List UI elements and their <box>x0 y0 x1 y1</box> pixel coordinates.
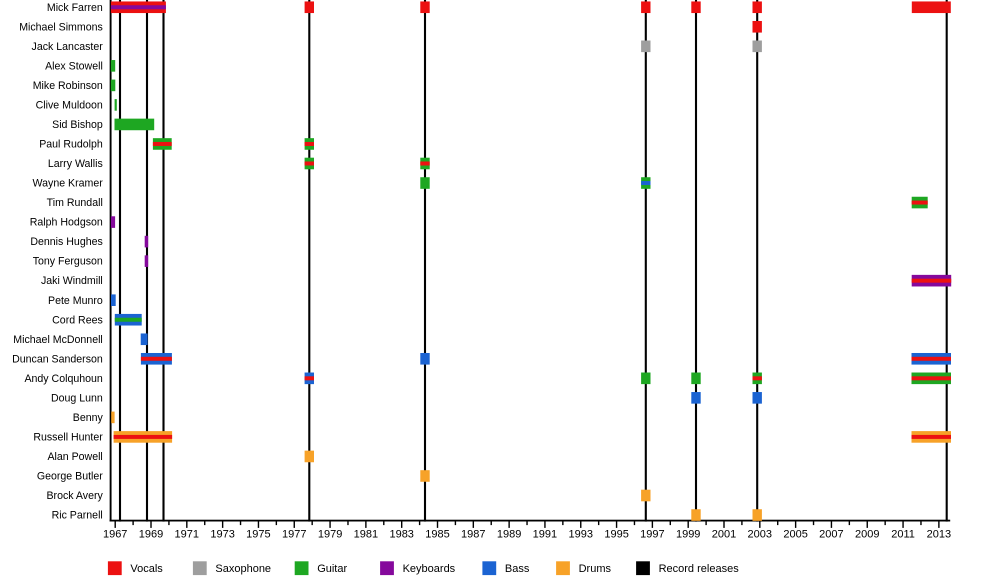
svg-text:Ralph Hodgson: Ralph Hodgson <box>30 217 103 229</box>
svg-text:Record releases: Record releases <box>659 563 740 575</box>
svg-text:1981: 1981 <box>354 529 378 541</box>
svg-text:1979: 1979 <box>318 529 342 541</box>
svg-text:Paul Rudolph: Paul Rudolph <box>39 139 103 151</box>
svg-text:1973: 1973 <box>210 529 234 541</box>
svg-text:1989: 1989 <box>497 529 521 541</box>
svg-text:Tony Ferguson: Tony Ferguson <box>33 256 103 268</box>
svg-text:Alex Stowell: Alex Stowell <box>45 60 103 72</box>
svg-text:Sid Bishop: Sid Bishop <box>52 119 103 131</box>
svg-text:2001: 2001 <box>712 529 736 541</box>
svg-text:Alan Powell: Alan Powell <box>47 451 102 463</box>
svg-text:Ric Parnell: Ric Parnell <box>52 510 103 522</box>
svg-text:2003: 2003 <box>748 529 772 541</box>
svg-text:Michael McDonnell: Michael McDonnell <box>13 334 103 346</box>
svg-text:Dennis Hughes: Dennis Hughes <box>30 236 102 248</box>
svg-text:Brock Avery: Brock Avery <box>46 490 103 502</box>
svg-text:Tim Rundall: Tim Rundall <box>47 197 103 209</box>
svg-text:George Butler: George Butler <box>37 471 103 483</box>
svg-text:Doug Lunn: Doug Lunn <box>51 392 103 404</box>
svg-text:1997: 1997 <box>640 529 664 541</box>
svg-text:1991: 1991 <box>533 529 557 541</box>
svg-text:Mike Robinson: Mike Robinson <box>33 80 103 92</box>
svg-text:Duncan Sanderson: Duncan Sanderson <box>12 353 103 365</box>
svg-text:Andy Colquhoun: Andy Colquhoun <box>24 373 102 385</box>
svg-text:Larry Wallis: Larry Wallis <box>48 158 103 170</box>
svg-text:2009: 2009 <box>855 529 879 541</box>
svg-text:2011: 2011 <box>891 529 915 541</box>
svg-text:1967: 1967 <box>103 529 127 541</box>
svg-text:Saxophone: Saxophone <box>215 563 271 575</box>
svg-text:1999: 1999 <box>676 529 700 541</box>
svg-text:1969: 1969 <box>139 529 163 541</box>
svg-text:Michael Simmons: Michael Simmons <box>19 21 103 33</box>
svg-text:1985: 1985 <box>425 529 449 541</box>
svg-text:1987: 1987 <box>461 529 485 541</box>
svg-text:Wayne Kramer: Wayne Kramer <box>33 178 104 190</box>
svg-text:1993: 1993 <box>569 529 593 541</box>
svg-text:Pete Munro: Pete Munro <box>48 295 103 307</box>
svg-text:Bass: Bass <box>505 563 530 575</box>
svg-text:Jaki Windmill: Jaki Windmill <box>41 275 103 287</box>
svg-text:Benny: Benny <box>73 412 104 424</box>
svg-text:2013: 2013 <box>927 529 951 541</box>
svg-text:Russell Hunter: Russell Hunter <box>33 431 103 443</box>
svg-text:1977: 1977 <box>282 529 306 541</box>
svg-text:2007: 2007 <box>819 529 843 541</box>
svg-text:Clive Muldoon: Clive Muldoon <box>36 99 103 111</box>
svg-text:Vocals: Vocals <box>130 563 163 575</box>
svg-text:1975: 1975 <box>246 529 270 541</box>
svg-text:Keyboards: Keyboards <box>403 563 456 575</box>
svg-text:Cord Rees: Cord Rees <box>52 314 103 326</box>
svg-text:Mick Farren: Mick Farren <box>47 2 103 14</box>
svg-text:Drums: Drums <box>579 563 612 575</box>
svg-text:1983: 1983 <box>389 529 413 541</box>
svg-text:Jack Lancaster: Jack Lancaster <box>32 41 104 53</box>
svg-text:1995: 1995 <box>604 529 628 541</box>
svg-text:Guitar: Guitar <box>317 563 347 575</box>
svg-text:2005: 2005 <box>783 529 807 541</box>
svg-text:1971: 1971 <box>175 529 199 541</box>
